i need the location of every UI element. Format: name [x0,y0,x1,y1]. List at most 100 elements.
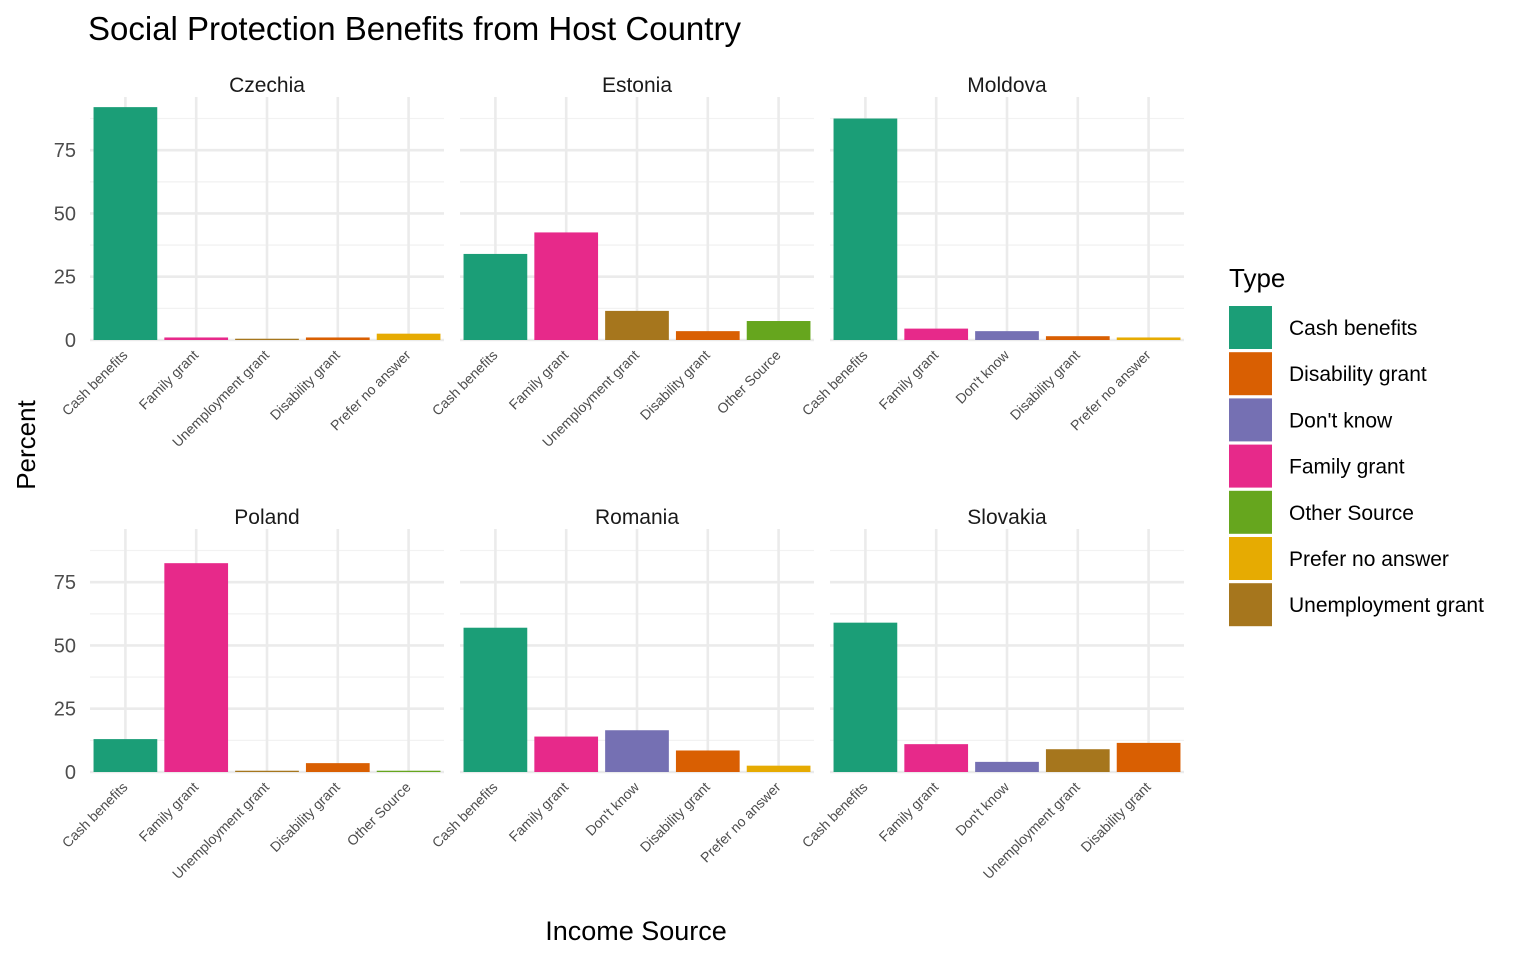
x-tick-label: Cash benefits [429,779,501,851]
legend-swatch [1229,306,1272,349]
facet-label: Poland [234,506,299,529]
bar-disability-grant [305,337,370,340]
bar-prefer-no-answer [376,333,441,340]
bar-cash-benefits [93,107,158,340]
bar-don-t-know [975,761,1039,772]
x-tick-label: Disability grant [1007,347,1083,423]
bar-unemployment-grant [235,770,299,772]
x-tick-label: Don't know [952,778,1013,839]
bar-cash-benefits [833,622,898,772]
legend-swatch [1229,444,1272,488]
legend-label: Other Source [1289,502,1414,525]
bar-prefer-no-answer [746,765,811,772]
x-tick-label: Cash benefits [59,347,131,419]
x-tick-label: Family grant [506,347,572,413]
legend-item-family-grant: Family grant [1229,444,1405,488]
x-tick-label: Disability grant [267,347,343,423]
bar-don-t-know [975,331,1039,340]
facet-label: Romania [595,506,679,529]
y-tick-label: 25 [54,267,76,289]
legend-swatch [1229,398,1272,442]
legend-title: Type [1229,263,1285,293]
panel-moldova: Moldova Cash benefits Family grant Don't kn… [799,74,1184,434]
bar-disability-grant [675,331,740,340]
bar-disability-grant [675,750,740,772]
y-tick-label: 75 [54,572,76,594]
bar-disability-grant [1116,742,1181,772]
bar-unemployment-grant [605,310,669,340]
y-tick-label: 25 [54,699,76,721]
gridlines [90,529,444,774]
y-axis-title: Percent [11,399,41,489]
x-tick-label: Cash benefits [799,347,871,419]
legend-label: Don't know [1289,409,1393,432]
legend-item-unemployment-grant: Unemployment grant [1229,583,1484,627]
legend-item-cash-benefits: Cash benefits [1229,306,1417,349]
y-tick-label: 75 [54,140,76,162]
bar-prefer-no-answer [1116,337,1181,340]
bar-cash-benefits [463,627,528,772]
legend-label: Disability grant [1289,363,1427,386]
facet-label: Estonia [602,74,672,97]
bar-family-grant [164,563,229,772]
facet-label: Slovakia [967,506,1047,529]
legend-item-disability-grant: Disability grant [1229,352,1427,396]
bar-other-source [746,321,811,340]
legend-item-prefer-no-answer: Prefer no answer [1229,537,1449,580]
bar-family-grant [904,744,969,772]
bar-family-grant [534,232,599,340]
bar-family-grant [534,736,599,772]
bar-family-grant [164,337,229,340]
x-tick-label: Disability grant [637,347,713,423]
legend-swatch [1229,537,1272,580]
bar-cash-benefits [833,118,898,340]
facet-label: Moldova [967,74,1047,97]
y-tick-label: 0 [65,330,76,352]
bar-disability-grant [305,763,370,772]
legend-item-other-source: Other Source [1229,490,1414,534]
legend-item-don-t-know: Don't know [1229,398,1393,442]
x-tick-label: Disability grant [1077,779,1153,855]
y-tick-label: 50 [54,203,76,225]
x-tick-label: Cash benefits [59,779,131,851]
bar-unemployment-grant [1045,749,1110,772]
bar-unemployment-grant [235,338,299,340]
legend-label: Unemployment grant [1289,594,1484,617]
y-tick-label: 50 [54,635,76,657]
panel-slovakia: Slovakia Cash benefits Family grant Don't k… [799,506,1184,882]
x-tick-label: Family grant [136,347,202,413]
x-tick-label: Cash benefits [799,779,871,851]
panel-romania: Romania Cash benefits Family grant Don't kn… [429,506,814,866]
y-tick-label: 0 [65,762,76,784]
chart-title: Social Protection Benefits from Host Cou… [88,10,741,47]
x-tick-label: Cash benefits [429,347,501,419]
x-tick-label: Don't know [952,346,1013,407]
bar-cash-benefits [93,739,158,772]
x-tick-label: Disability grant [267,779,343,855]
bar-family-grant [904,328,969,340]
legend-swatch [1229,583,1272,627]
legend-label: Prefer no answer [1289,548,1449,571]
bar-cash-benefits [463,253,528,340]
x-tick-label: Family grant [506,779,572,845]
x-tick-label: Disability grant [637,779,713,855]
legend-label: Family grant [1289,456,1405,479]
x-tick-label: Other Source [714,347,784,417]
legend-items: Cash benefits Disability grant Don't know F… [1229,306,1484,627]
facet-label: Czechia [229,74,305,97]
x-tick-label: Family grant [136,779,202,845]
x-axis-title: Income Source [545,916,727,946]
bar-disability-grant [1045,336,1110,340]
bar-don-t-know [605,730,669,772]
x-tick-label: Family grant [876,779,942,845]
x-tick-label: Don't know [582,778,643,839]
x-tick-label: Family grant [876,347,942,413]
legend: Type Cash benefits Disability grant Don't … [1229,263,1484,627]
legend-label: Cash benefits [1289,317,1417,340]
legend-swatch [1229,352,1272,396]
